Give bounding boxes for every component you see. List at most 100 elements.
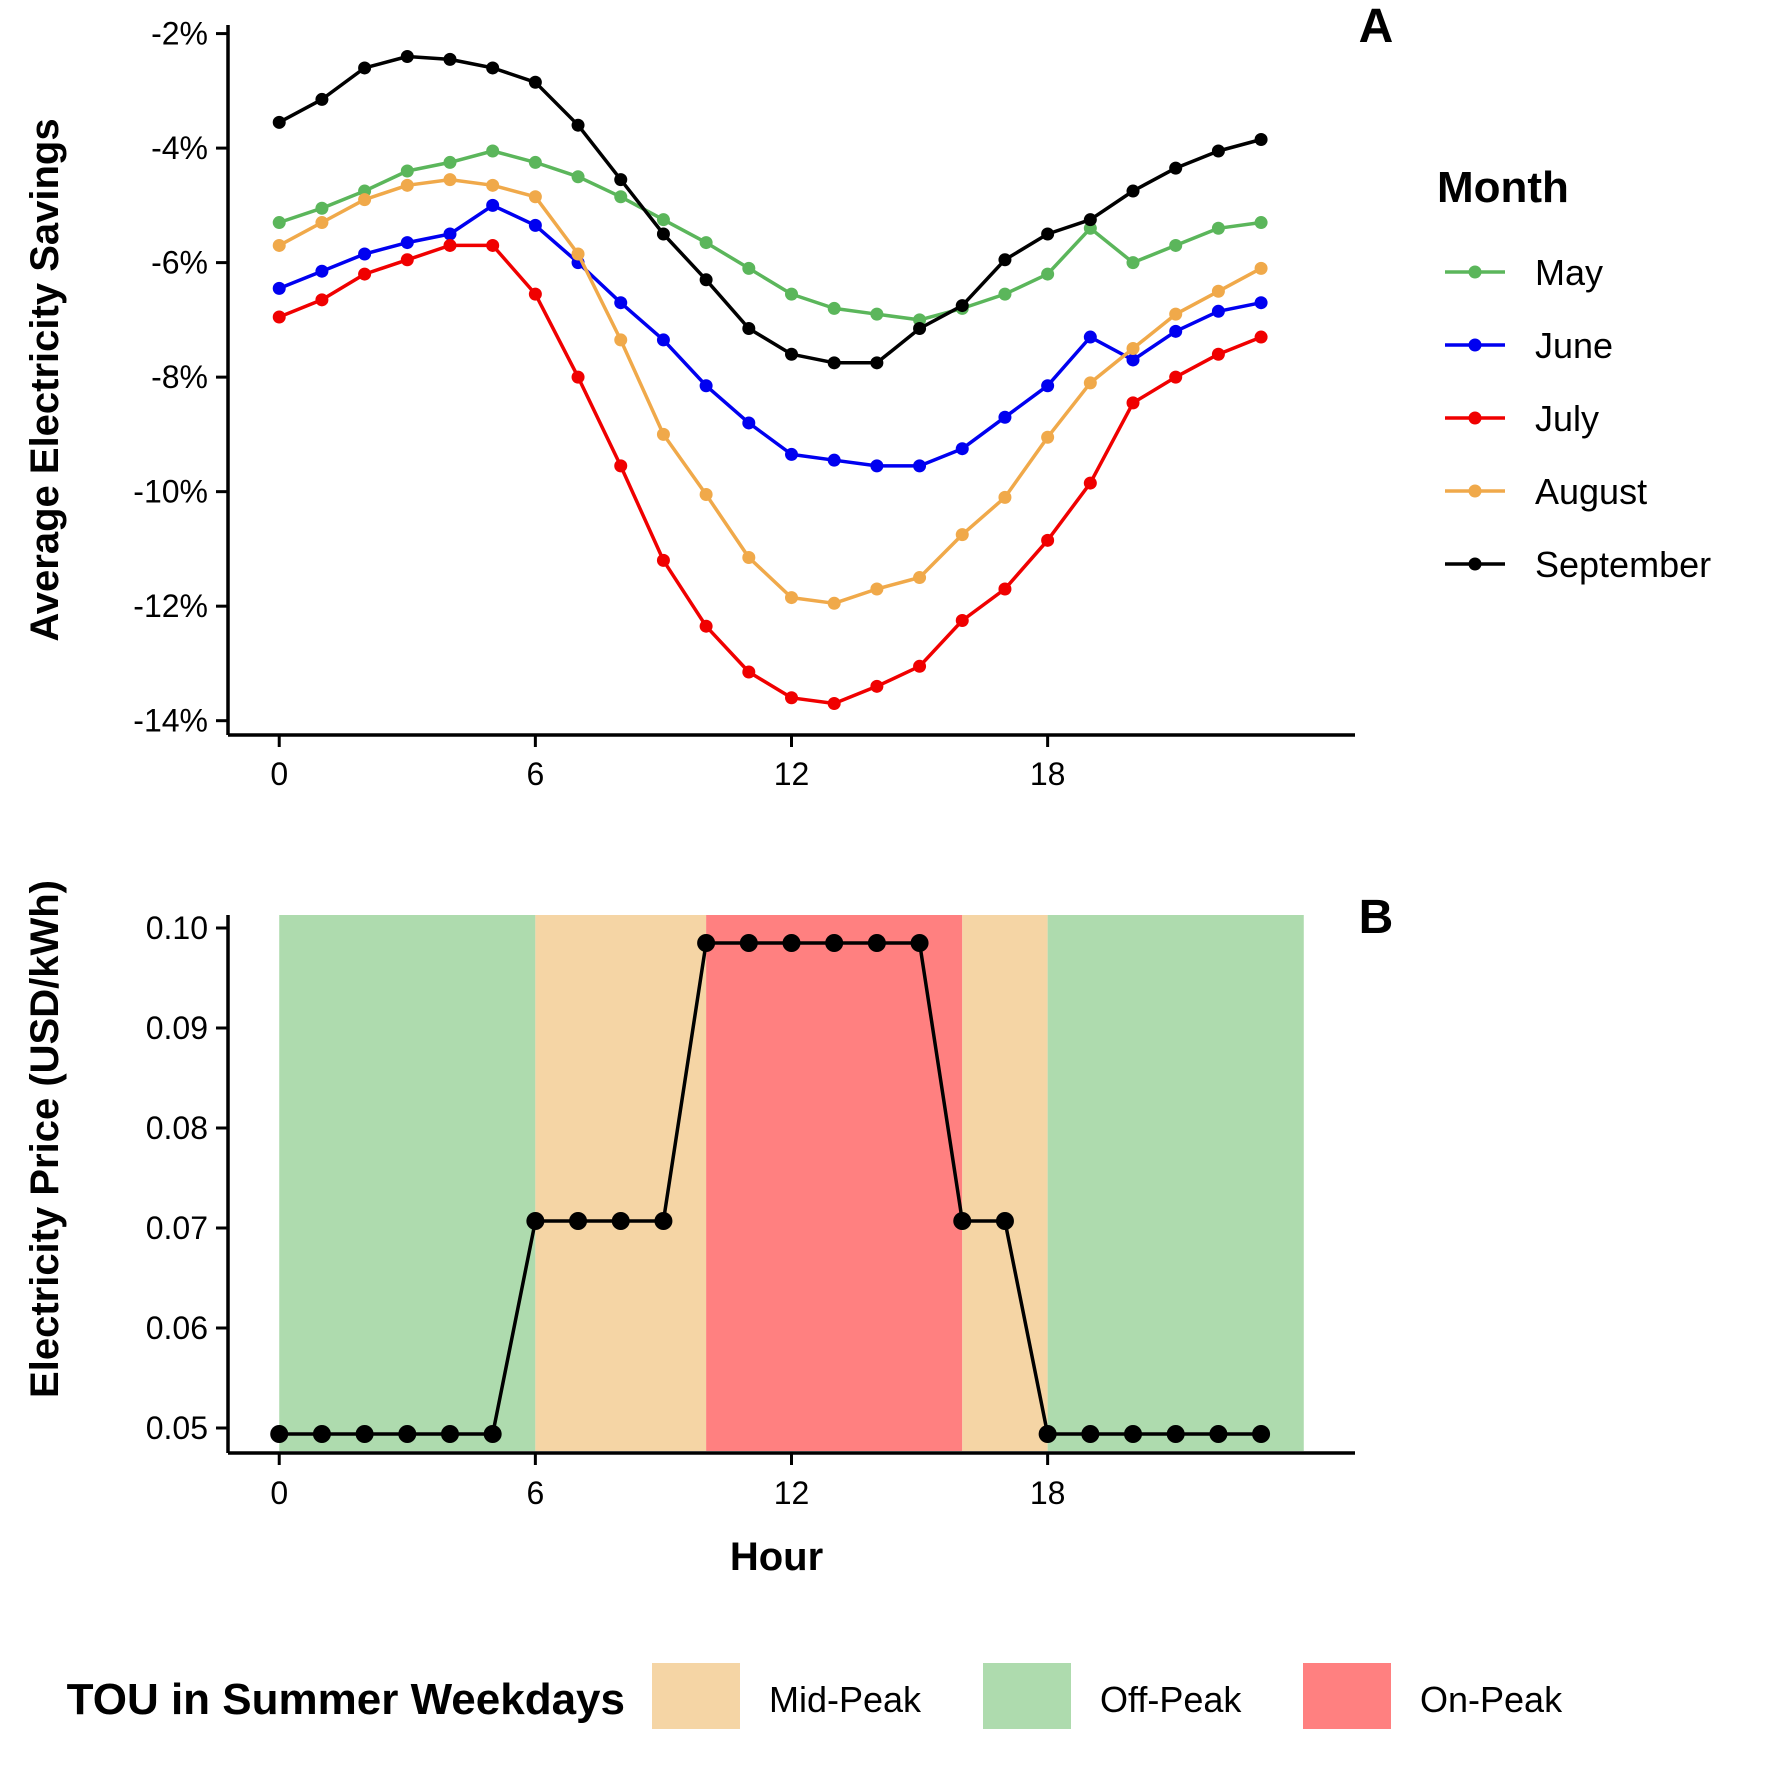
legend-item-june: June bbox=[1445, 325, 1613, 366]
data-point-june bbox=[1126, 353, 1140, 367]
tou-legend: TOU in Summer Weekdays Mid-Peak Off-Peak O… bbox=[67, 1663, 1563, 1729]
price-point bbox=[953, 1212, 972, 1230]
tou-legend-swatch-mid-peak bbox=[652, 1663, 740, 1729]
data-point-august bbox=[614, 333, 628, 347]
price-point bbox=[654, 1212, 673, 1230]
data-point-june bbox=[827, 453, 841, 467]
data-point-may bbox=[827, 301, 841, 315]
price-point bbox=[1124, 1425, 1143, 1443]
tou-legend-item-on-peak: On-Peak bbox=[1303, 1663, 1563, 1729]
data-point-may bbox=[1041, 267, 1055, 281]
panel-b: 0.05 0.06 0.07 0.08 0.09 0.10 0 6 12 18 Electric… bbox=[23, 880, 1393, 1579]
data-point-june bbox=[1083, 330, 1097, 344]
data-point-september bbox=[913, 321, 927, 335]
panel-b-y-tick-label: 0.07 bbox=[146, 1210, 208, 1246]
panel-b-y-tick-label: 0.05 bbox=[146, 1410, 208, 1446]
price-point bbox=[1038, 1425, 1057, 1443]
data-point-september bbox=[998, 253, 1012, 267]
data-point-september bbox=[571, 118, 585, 132]
data-point-june bbox=[998, 410, 1012, 424]
panel-a-y-tick-label: -2% bbox=[151, 16, 208, 52]
data-point-may bbox=[785, 287, 798, 301]
series-line-june bbox=[278, 203, 1262, 468]
data-point-august bbox=[272, 238, 286, 252]
legend-marker-august bbox=[1468, 484, 1482, 498]
legend-label-august: August bbox=[1535, 471, 1647, 512]
series-july bbox=[272, 238, 1268, 711]
data-point-august bbox=[955, 528, 969, 542]
data-point-september bbox=[315, 92, 329, 106]
data-point-may bbox=[998, 287, 1012, 301]
legend-label-may: May bbox=[1535, 252, 1603, 293]
data-point-july bbox=[742, 665, 756, 679]
data-point-august bbox=[870, 582, 884, 596]
data-point-july bbox=[656, 553, 670, 567]
data-point-august bbox=[1041, 430, 1055, 444]
panel-a-letter: A bbox=[1359, 0, 1394, 53]
data-point-july bbox=[528, 287, 542, 301]
data-point-august bbox=[699, 488, 713, 502]
legend-item-may: May bbox=[1445, 252, 1603, 293]
panel-a-x-tick-label: 0 bbox=[270, 756, 288, 792]
panel-b-x-tick-label: 12 bbox=[774, 1475, 810, 1511]
data-point-september bbox=[699, 273, 713, 287]
data-point-july bbox=[785, 691, 798, 705]
data-point-july bbox=[955, 613, 969, 627]
legend-label-september: September bbox=[1535, 544, 1711, 585]
price-point bbox=[611, 1212, 630, 1230]
data-point-july bbox=[1126, 396, 1140, 410]
data-point-august bbox=[1083, 376, 1097, 390]
data-point-august bbox=[827, 596, 841, 610]
price-point bbox=[739, 934, 758, 952]
price-point bbox=[483, 1425, 502, 1443]
data-point-august bbox=[742, 551, 756, 564]
tou-legend-item-mid-peak: Mid-Peak bbox=[652, 1663, 922, 1729]
data-point-august bbox=[1211, 284, 1225, 298]
panel-a-x-ticks: 0 6 12 18 bbox=[270, 735, 1065, 792]
data-point-june bbox=[443, 227, 457, 241]
price-point bbox=[1166, 1425, 1185, 1443]
data-point-september bbox=[870, 356, 884, 370]
data-point-may bbox=[571, 170, 585, 184]
price-point bbox=[1252, 1425, 1271, 1443]
data-point-may bbox=[870, 307, 884, 321]
data-point-august bbox=[1126, 342, 1140, 356]
panel-b-y-tick-label: 0.09 bbox=[146, 1010, 208, 1046]
data-point-june bbox=[1254, 296, 1268, 310]
data-point-august bbox=[315, 216, 329, 230]
data-point-june bbox=[1041, 379, 1055, 393]
data-point-june bbox=[486, 198, 500, 212]
data-point-july bbox=[358, 267, 372, 281]
tou-legend-label-mid-peak: Mid-Peak bbox=[769, 1679, 922, 1720]
panel-b-x-axis-title: Hour bbox=[730, 1535, 823, 1579]
data-point-june bbox=[358, 247, 372, 261]
series-september bbox=[272, 49, 1268, 370]
price-point bbox=[697, 934, 716, 952]
panel-b-x-tick-label: 6 bbox=[526, 1475, 544, 1511]
data-point-may bbox=[656, 213, 670, 227]
price-point bbox=[270, 1425, 289, 1443]
data-point-august bbox=[1254, 261, 1268, 275]
data-point-june bbox=[272, 281, 286, 295]
tou-legend-title: TOU in Summer Weekdays bbox=[67, 1675, 625, 1724]
panel-a-y-tick-label: -4% bbox=[151, 130, 208, 166]
price-point bbox=[1081, 1425, 1100, 1443]
price-series bbox=[270, 934, 1271, 1443]
data-point-june bbox=[1169, 324, 1183, 338]
data-point-june bbox=[699, 379, 713, 393]
panel-a-y-tick-label: -6% bbox=[151, 245, 208, 281]
tou-band-mid-peak bbox=[535, 915, 707, 1451]
panel-b-tou-bands bbox=[279, 915, 1304, 1451]
data-point-july bbox=[1041, 533, 1055, 547]
data-point-may bbox=[1169, 238, 1183, 252]
tou-legend-item-off-peak: Off-Peak bbox=[983, 1663, 1242, 1729]
data-point-august bbox=[785, 591, 798, 605]
data-point-september bbox=[1211, 144, 1225, 158]
data-point-july bbox=[1083, 476, 1097, 490]
panel-b-letter: B bbox=[1359, 891, 1394, 944]
data-point-june bbox=[955, 442, 969, 456]
data-point-may bbox=[272, 216, 286, 230]
data-point-may bbox=[400, 164, 414, 178]
series-august bbox=[272, 173, 1268, 610]
